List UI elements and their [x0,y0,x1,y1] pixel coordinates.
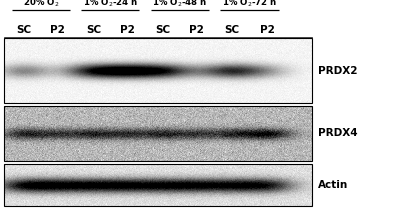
Bar [4,164,312,206]
Text: P2: P2 [50,25,65,35]
Text: SC: SC [155,25,170,35]
Text: PRDX4: PRDX4 [318,129,358,138]
Text: SC: SC [86,25,101,35]
Text: P2: P2 [260,25,275,35]
Text: PRDX2: PRDX2 [318,66,358,75]
Text: P2: P2 [189,25,204,35]
Text: 1% O$_2$-24 h: 1% O$_2$-24 h [83,0,138,9]
Text: 20% O$_2$: 20% O$_2$ [23,0,59,9]
Bar [4,38,312,103]
Text: 1% O$_2$-72 h: 1% O$_2$-72 h [222,0,277,9]
Text: SC: SC [16,25,32,35]
Text: 1% O$_2$-48 h: 1% O$_2$-48 h [152,0,207,9]
Bar [4,106,312,161]
Text: P2: P2 [120,25,135,35]
Text: SC: SC [224,25,240,35]
Text: Actin: Actin [318,180,348,190]
